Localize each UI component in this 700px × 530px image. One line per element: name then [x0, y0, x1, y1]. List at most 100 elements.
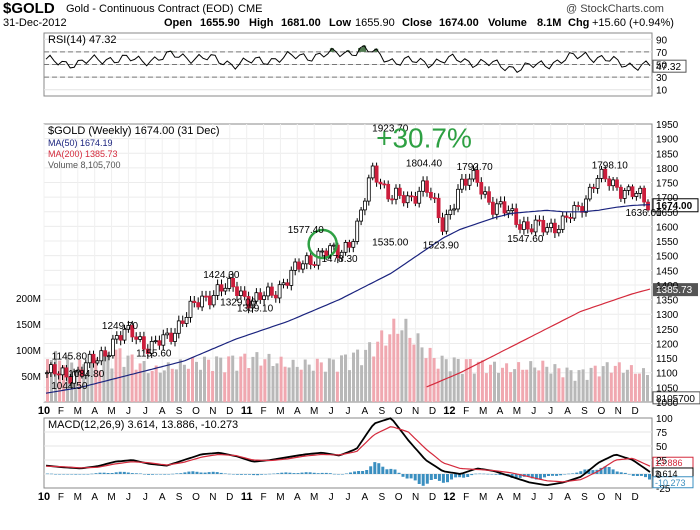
candle-down: [413, 195, 418, 204]
macd-histogram-bar: [219, 472, 223, 474]
price-annotation: 1249.70: [102, 321, 139, 332]
macd-histogram-bar: [498, 474, 502, 475]
candle-up: [126, 325, 131, 330]
volume-bar: [331, 359, 335, 402]
price-tick-label: 1900: [656, 135, 679, 146]
macd-histogram-bar: [300, 472, 304, 474]
rsi-tick-label: 10: [656, 86, 668, 97]
candle-up: [494, 203, 499, 215]
volume-bar: [561, 377, 565, 402]
chg-label: Chg: [568, 17, 590, 29]
price-tick-label: 1350: [656, 296, 679, 307]
macd-histogram-bar: [122, 471, 126, 474]
candle-down: [219, 284, 224, 292]
volume-bar: [601, 366, 605, 402]
volume-bar: [146, 373, 150, 402]
price-x-tick-label: 12: [443, 405, 455, 417]
candle-down: [487, 191, 491, 203]
candle-up: [176, 320, 181, 334]
macd-histogram-bar: [490, 474, 494, 475]
volume-bar: [311, 370, 315, 402]
chg-value: +15.60 (+0.94%): [592, 17, 674, 29]
candle-up: [622, 190, 627, 199]
macd-histogram-bar: [648, 474, 651, 480]
macd-histogram-bar: [159, 474, 163, 475]
candle-up: [549, 222, 553, 228]
macd-histogram-bar: [446, 474, 449, 483]
signal-line: [45, 426, 651, 483]
volume-bar: [505, 363, 509, 402]
macd-histogram-bar: [353, 471, 357, 474]
macd-histogram-bar: [167, 474, 171, 475]
price-x-tick-label: J: [126, 406, 131, 417]
candle-up: [277, 284, 282, 299]
candle-up: [533, 219, 538, 233]
candle-down: [324, 250, 329, 257]
macd-tick-label: 50: [656, 442, 668, 453]
macd-histogram-bar: [397, 472, 401, 474]
macd-x-tick-label: D: [631, 492, 638, 503]
candle-up: [343, 241, 348, 253]
macd-histogram-bar: [470, 474, 474, 476]
volume-bar: [585, 379, 589, 402]
candle-down: [134, 336, 139, 340]
volume-bar: [617, 362, 621, 402]
volume-bar: [299, 369, 303, 402]
candle-up: [138, 336, 143, 340]
macd-histogram-bar: [102, 472, 106, 474]
price-x-tick-label: 11: [241, 405, 253, 417]
candle-down: [564, 215, 569, 218]
price-tick-label: 1750: [656, 179, 679, 190]
macd-histogram-bar: [147, 474, 150, 475]
candle-down: [463, 178, 468, 186]
close-last-value-label: 1674.00: [656, 201, 693, 212]
volume-bar: [432, 358, 436, 402]
volume-bar: [263, 359, 267, 402]
volume-bar: [211, 371, 215, 402]
volume-bar: [541, 360, 545, 402]
volume-bar: [428, 347, 432, 402]
macd-histogram-bar: [308, 472, 312, 474]
candle-up: [173, 332, 177, 342]
volume-bar: [142, 361, 146, 402]
volume-bar: [364, 349, 368, 402]
volume-bar: [436, 368, 440, 402]
candle-up: [281, 282, 286, 286]
volume-bar: [283, 366, 287, 402]
volume-bar: [553, 364, 557, 402]
candle-down: [231, 277, 236, 288]
candle-down: [397, 187, 402, 196]
low-label: Low: [329, 17, 351, 29]
macd-histogram-bar: [526, 474, 530, 477]
price-x-tick-label: A: [294, 406, 301, 417]
price-x-tick-label: N: [615, 406, 622, 417]
macd-histogram-bar: [280, 472, 284, 474]
macd-x-tick-label: N: [412, 492, 419, 503]
volume-bar: [456, 359, 460, 402]
price-tick-label: 1100: [656, 369, 678, 380]
candle-up: [339, 251, 344, 259]
volume-tick-label: 150M: [16, 320, 41, 331]
macd-last-value-label: -10.273: [655, 478, 686, 488]
macd-x-tick-label: F: [463, 492, 469, 503]
price-annotation: 1145.80: [52, 351, 88, 362]
macd-histogram-bar: [401, 474, 405, 477]
candle-up: [153, 340, 158, 343]
candle-up: [483, 191, 488, 195]
candle-down: [204, 295, 208, 298]
macd-histogram-bar: [644, 474, 647, 478]
macd-histogram-bar: [203, 472, 207, 474]
price-x-tick-label: J: [346, 406, 351, 417]
rsi-title: RSI(14) 47.32: [48, 34, 116, 46]
candle-down: [525, 221, 530, 230]
date-label: 31-Dec-2012: [3, 17, 67, 29]
candle-down: [580, 206, 584, 213]
macd-tick-label: 75: [656, 428, 668, 439]
macd-x-tick-label: J: [126, 492, 131, 503]
candle-up: [498, 201, 503, 205]
candle-down: [490, 201, 495, 215]
volume-bar: [609, 372, 613, 402]
candle-down: [378, 181, 383, 185]
macd-histogram-bar: [340, 474, 344, 475]
volume-bar: [633, 373, 637, 402]
